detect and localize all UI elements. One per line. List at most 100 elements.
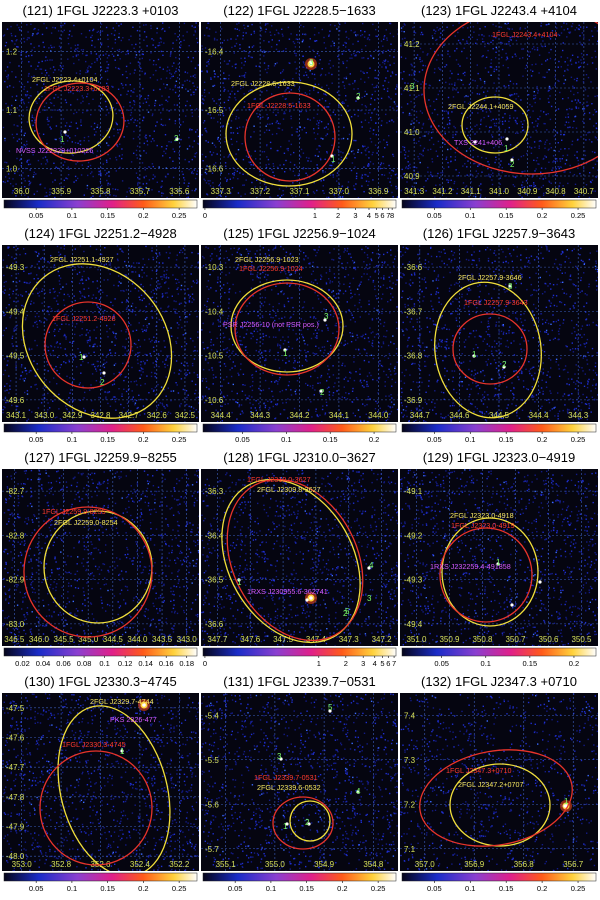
y-tick-label: 7.4 [404,711,416,720]
x-tick-label: 352.4 [130,860,151,869]
source-label: 2FGL J2259.0-8254 [54,518,118,527]
x-tick-label: 336.9 [368,187,389,196]
y-tick-label: -49.3 [6,263,25,272]
source-number-label: 2 [320,388,325,397]
colorbar-tick-label: 0.05 [235,435,250,444]
colorbar-gradient [203,200,396,208]
x-tick-label: 347.6 [240,635,261,644]
y-tick-label: 7.1 [404,845,416,854]
colorbar-tick-label: 0.15 [499,211,514,220]
colorbar-tick-label: 4 [367,211,371,220]
x-tick-label: 353.0 [12,860,33,869]
colorbar-tick-label: 3 [353,211,357,220]
source-number-label: 1 [237,578,242,587]
colorbar-tick-label: 0.1 [266,884,276,893]
source-number-label: 3 [309,58,314,67]
colorbar-tick-label: 7 [392,659,396,668]
panel-title: (132) 1FGL J2347.3 +0710 [400,671,598,693]
y-tick-label: -49.2 [404,531,423,540]
x-tick-label: 356.8 [514,860,535,869]
x-tick-label: 344.6 [449,411,470,420]
x-tick-label: 340.8 [546,187,567,196]
x-tick-label: 345.5 [54,635,75,644]
colorbar-tick-label: 2 [344,659,348,668]
source-label: 2FGL J2256.9-1023 [235,255,299,264]
source-label: PKS 2326-477 [110,715,157,724]
xray-source-marker [538,580,541,583]
x-tick-label: 341.3 [404,187,425,196]
source-number-label: 5 [328,703,333,712]
source-number-label: 4 [356,787,361,796]
source-number-label: 1 [283,822,288,831]
source-label: 1FGL J2339.7-0531 [254,773,318,782]
colorbar-gradient [4,648,197,656]
colorbar-tick-label: 0.08 [77,659,92,668]
colorbar-tick-label: 8 [390,211,394,220]
colorbar-tick-label: 0.15 [100,884,115,893]
y-tick-label: -49.6 [6,396,25,405]
x-tick-label: 347.3 [339,635,360,644]
xray-source-marker [63,130,66,133]
panel-title: (122) 1FGL J2228.5−1633 [201,0,398,22]
colorbar-tick-label: 0.25 [571,884,586,893]
source-label: 2FGL J2251.1-4927 [50,255,114,264]
source-number-label: 4 [369,561,374,570]
colorbar-tick-label: 0.05 [29,884,44,893]
colorbar-tick-label: 0.1 [281,435,291,444]
x-tick-label: 351.0 [406,635,427,644]
xray-source-marker [102,371,105,374]
sky-map-panel: (129) 1FGL J2323.0−4919-49.1-49.2-49.3-4… [400,447,598,670]
sky-map-panel: (128) 1FGL J2310.0−3627-36.3-36.4-36.5-3… [201,447,398,670]
source-label: 1FGL J2310.0-3627 [247,475,311,484]
y-tick-label: 7.2 [404,800,416,809]
colorbar-tick-label: 0.2 [337,884,347,893]
y-tick-label: -36.7 [404,307,423,316]
colorbar-tick-label: 2 [336,211,340,220]
source-number-label: 5 [345,607,350,616]
x-tick-label: 342.9 [62,411,83,420]
y-tick-label: -47.6 [6,734,25,743]
x-tick-label: 36.0 [14,187,30,196]
source-label: 2FGL J2244.1+4059 [448,102,513,111]
source-number-label: 2 [305,818,310,827]
colorbar-tick-label: 0.2 [369,435,379,444]
panel-title: (128) 1FGL J2310.0−3627 [201,447,398,469]
y-tick-label: -82.9 [6,576,25,585]
colorbar-gradient [402,648,596,656]
y-tick-label: -83.0 [6,620,25,629]
y-tick-label: -36.8 [404,352,423,361]
sky-map-panel: (130) 1FGL J2330.3−4745-47.5-47.6-47.7-4… [2,671,199,895]
x-tick-label: 344.3 [250,411,271,420]
y-tick-label: 1.1 [6,106,18,115]
x-tick-label: 344.0 [368,411,389,420]
x-tick-label: 347.2 [372,635,393,644]
source-number-label: 1 [564,797,569,806]
colorbar-tick-label: 0.15 [100,435,115,444]
x-tick-label: 342.6 [147,411,168,420]
source-number-label: 1 [283,349,288,358]
xray-source-marker [305,598,308,601]
y-tick-label: -10.4 [205,307,224,316]
x-tick-label: 340.7 [574,187,595,196]
x-tick-label: 341.1 [461,187,482,196]
colorbar-tick-label: 0.12 [118,659,133,668]
colorbar-tick-label: 0.1 [67,211,77,220]
colorbar-gradient [402,200,596,208]
colorbar-tick-label: 0.15 [100,211,115,220]
x-tick-label: 350.5 [571,635,592,644]
x-tick-label: 337.0 [329,187,350,196]
x-tick-label: 337.3 [211,187,232,196]
source-label: PSR J2256-10 (not PSR pos.) [223,320,319,329]
colorbar-gradient [402,424,596,432]
colorbar-tick-label: 0.14 [138,659,153,668]
